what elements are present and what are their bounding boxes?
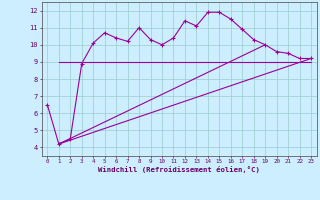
X-axis label: Windchill (Refroidissement éolien,°C): Windchill (Refroidissement éolien,°C) — [98, 166, 260, 173]
